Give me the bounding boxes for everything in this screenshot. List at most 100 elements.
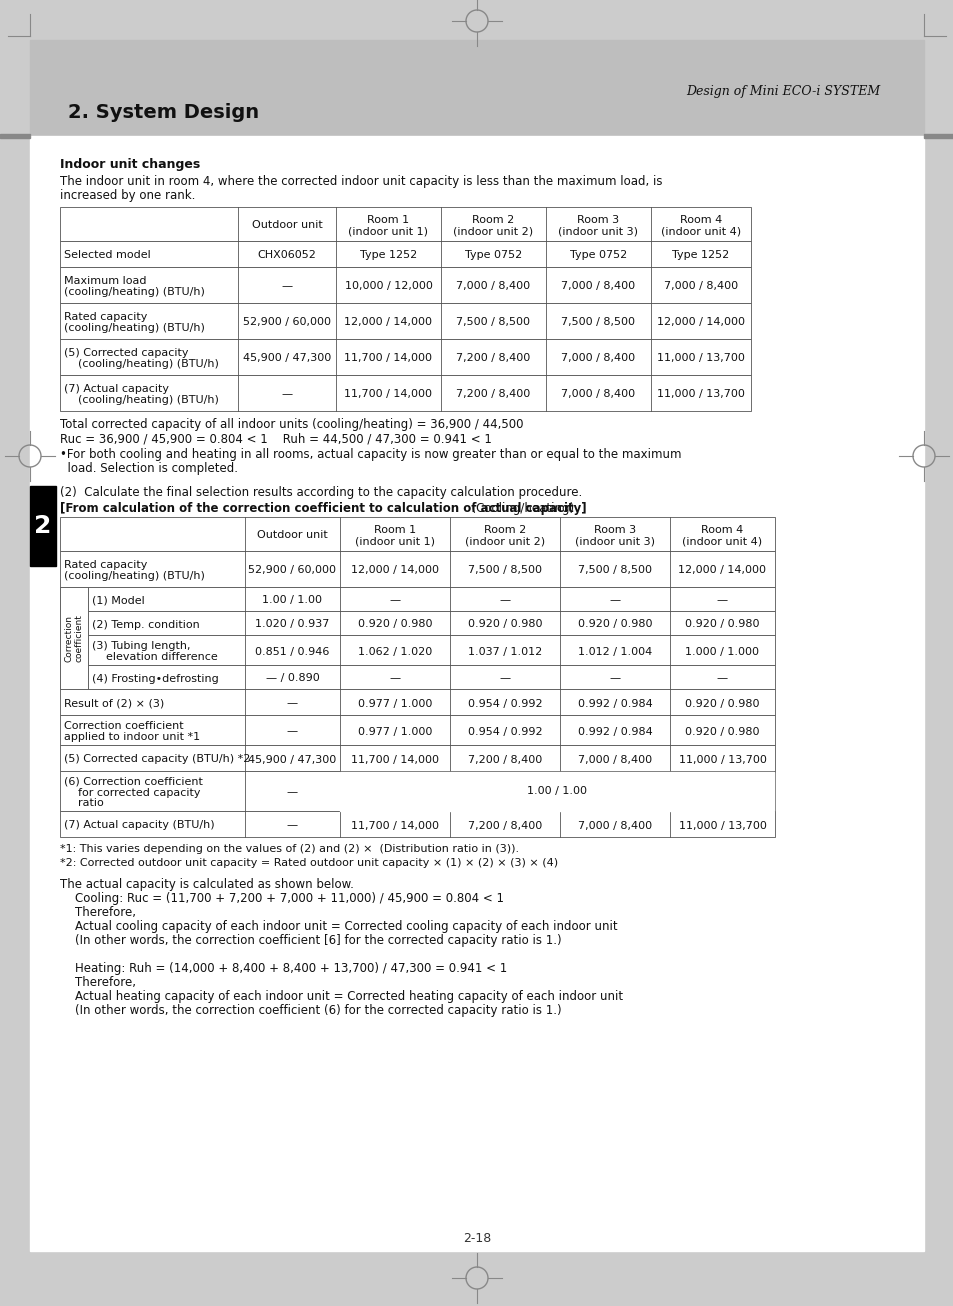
Text: 52,900 / 60,000: 52,900 / 60,000 [243,317,331,328]
Text: 0.992 / 0.984: 0.992 / 0.984 [577,699,652,708]
Text: 1.00 / 1.00: 1.00 / 1.00 [262,596,322,606]
Text: 11,700 / 14,000: 11,700 / 14,000 [344,389,432,400]
Bar [30,40,923,136]
Text: (1) Model: (1) Model [91,596,145,606]
Text: The actual capacity is calculated as shown below.: The actual capacity is calculated as sho… [60,878,354,891]
Text: —: — [287,699,297,708]
Text: (5) Corrected capacity (BTU/h) *2: (5) Corrected capacity (BTU/h) *2 [64,755,250,764]
Text: Room 1: Room 1 [374,525,416,535]
Text: Rated capacity: Rated capacity [64,312,147,323]
Text: 2-18: 2-18 [462,1232,491,1245]
Text: *2: Corrected outdoor unit capacity = Rated outdoor unit capacity × (1) × (2) × : *2: Corrected outdoor unit capacity = Ra… [60,858,558,868]
Bar [60,611,774,635]
Text: (6) Correction coefficient: (6) Correction coefficient [64,777,203,786]
Text: (4) Frosting•defrosting: (4) Frosting•defrosting [91,674,218,683]
Bar [339,772,774,811]
Text: Therefore,: Therefore, [60,976,136,989]
Text: 7,200 / 8,400: 7,200 / 8,400 [456,354,530,363]
Text: 12,000 / 14,000: 12,000 / 14,000 [657,317,744,328]
Text: Room 3: Room 3 [594,525,636,535]
Text: Rated capacity: Rated capacity [64,560,147,569]
Text: 0.920 / 0.980: 0.920 / 0.980 [684,726,759,737]
Text: (2) Temp. condition: (2) Temp. condition [91,619,199,629]
Text: Total corrected capacity of all indoor units (cooling/heating) = 36,900 / 44,500: Total corrected capacity of all indoor u… [60,418,523,431]
Text: (indoor unit 3): (indoor unit 3) [575,535,655,546]
Text: 0.954 / 0.992: 0.954 / 0.992 [467,726,541,737]
Text: 11,000 / 13,700: 11,000 / 13,700 [657,389,744,400]
Text: (indoor unit 1): (indoor unit 1) [355,535,435,546]
Text: (cooling/heating) (BTU/h): (cooling/heating) (BTU/h) [64,394,218,405]
Text: 0.920 / 0.980: 0.920 / 0.980 [578,619,652,629]
Text: Actual heating capacity of each indoor unit = Corrected heating capacity of each: Actual heating capacity of each indoor u… [60,990,622,1003]
Bar [60,551,774,586]
Text: Outdoor unit: Outdoor unit [257,530,328,541]
Text: Outdoor unit: Outdoor unit [252,221,322,230]
Bar [60,714,774,744]
Text: 0.920 / 0.980: 0.920 / 0.980 [357,619,432,629]
Text: 11,700 / 14,000: 11,700 / 14,000 [351,820,438,831]
Text: 7,500 / 8,500: 7,500 / 8,500 [578,565,651,576]
Text: elevation difference: elevation difference [91,652,217,662]
Text: 7,200 / 8,400: 7,200 / 8,400 [456,389,530,400]
Bar [60,303,750,340]
Text: 12,000 / 14,000: 12,000 / 14,000 [351,565,438,576]
Text: Maximum load: Maximum load [64,276,147,286]
Text: Correction
coefficient: Correction coefficient [64,614,84,662]
Text: —: — [281,389,293,400]
Text: (3) Tubing length,: (3) Tubing length, [91,641,191,650]
Text: —: — [287,726,297,737]
Text: (indoor unit 4): (indoor unit 4) [681,535,761,546]
Bar [923,135,953,138]
Text: (In other words, the correction coefficient (6) for the corrected capacity ratio: (In other words, the correction coeffici… [60,1004,561,1017]
Text: The indoor unit in room 4, where the corrected indoor unit capacity is less than: The indoor unit in room 4, where the cor… [60,175,661,188]
Text: ratio: ratio [64,798,104,808]
Text: — / 0.890: — / 0.890 [265,674,319,683]
Bar [0,135,30,138]
Text: Therefore,: Therefore, [60,906,136,919]
Text: (2)  Calculate the final selection results according to the capacity calculation: (2) Calculate the final selection result… [60,486,581,499]
Text: 7,200 / 8,400: 7,200 / 8,400 [467,820,541,831]
Text: 45,900 / 47,300: 45,900 / 47,300 [243,354,331,363]
Text: —: — [287,820,297,831]
Bar [60,744,774,771]
Text: (In other words, the correction coefficient [6] for the corrected capacity ratio: (In other words, the correction coeffici… [60,934,561,947]
Text: —: — [717,596,727,606]
Text: 7,500 / 8,500: 7,500 / 8,500 [468,565,541,576]
Text: [From calculation of the correction coefficient to calculation of actual capacit: [From calculation of the correction coef… [60,502,586,515]
Text: —: — [717,674,727,683]
Text: 0.992 / 0.984: 0.992 / 0.984 [577,726,652,737]
Text: —: — [499,596,510,606]
Text: 2: 2 [34,515,51,538]
Text: —: — [287,788,297,798]
Text: 7,500 / 8,500: 7,500 / 8,500 [561,317,635,328]
Text: (indoor unit 3): (indoor unit 3) [558,226,638,236]
Text: 1.012 / 1.004: 1.012 / 1.004 [578,646,652,657]
Text: 7,000 / 8,400: 7,000 / 8,400 [561,389,635,400]
Text: —: — [281,282,293,291]
Text: 52,900 / 60,000: 52,900 / 60,000 [248,565,336,576]
Text: (indoor unit 4): (indoor unit 4) [660,226,740,236]
Text: Room 2: Room 2 [483,525,525,535]
Text: (cooling/heating) (BTU/h): (cooling/heating) (BTU/h) [64,287,205,296]
Text: Result of (2) × (3): Result of (2) × (3) [64,699,164,708]
Text: for corrected capacity: for corrected capacity [64,788,200,798]
Text: 12,000 / 14,000: 12,000 / 14,000 [344,317,432,328]
Text: —: — [609,596,619,606]
Text: 7,500 / 8,500: 7,500 / 8,500 [456,317,530,328]
Text: increased by one rank.: increased by one rank. [60,189,195,202]
Text: (Cooling/heating): (Cooling/heating) [449,502,574,515]
Text: 1.000 / 1.000: 1.000 / 1.000 [685,646,759,657]
Text: 11,000 / 13,700: 11,000 / 13,700 [678,755,765,764]
Text: load. Selection is completed.: load. Selection is completed. [60,462,237,475]
Bar [60,266,750,303]
Text: 0.920 / 0.980: 0.920 / 0.980 [684,619,759,629]
Text: Ruc = 36,900 / 45,900 = 0.804 < 1    Ruh = 44,500 / 47,300 = 0.941 < 1: Ruc = 36,900 / 45,900 = 0.804 < 1 Ruh = … [60,434,492,447]
Text: (indoor unit 2): (indoor unit 2) [464,535,544,546]
Text: 0.851 / 0.946: 0.851 / 0.946 [255,646,330,657]
Text: (7) Actual capacity: (7) Actual capacity [64,384,169,394]
Text: (cooling/heating) (BTU/h): (cooling/heating) (BTU/h) [64,359,218,370]
Text: •For both cooling and heating in all rooms, actual capacity is now greater than : •For both cooling and heating in all roo… [60,448,680,461]
Bar [60,375,750,411]
Text: 12,000 / 14,000: 12,000 / 14,000 [678,565,765,576]
Text: (cooling/heating) (BTU/h): (cooling/heating) (BTU/h) [64,323,205,333]
